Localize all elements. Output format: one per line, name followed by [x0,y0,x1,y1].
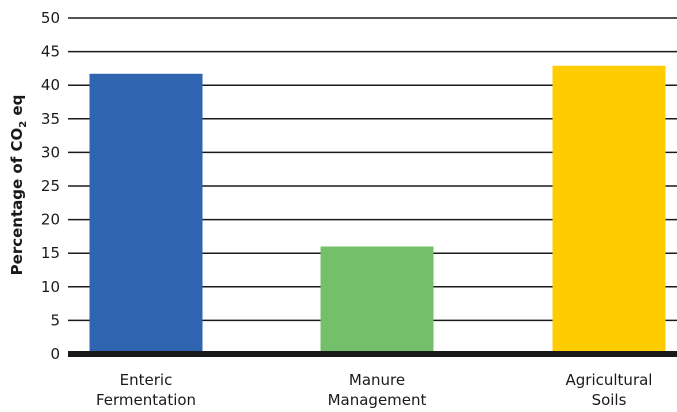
category-label: Soils [592,391,627,409]
y-tick-label: 30 [41,143,60,161]
y-tick-label: 0 [50,345,60,363]
y-tick-label: 5 [50,311,60,329]
y-tick-label: 45 [41,43,60,61]
bar-enteric [89,73,203,354]
category-label: Enteric [120,371,173,389]
y-axis-label: Percentage of CO2 eq [8,95,29,276]
category-labels: Enteric Fermentation Manure Management Agric… [96,371,653,409]
bar-manure [320,246,434,354]
y-tick-label: 50 [41,9,60,27]
x-axis-baseline [68,351,677,357]
category-label: Fermentation [96,391,196,409]
category-label: Management [328,391,427,409]
y-tick-label: 20 [41,211,60,229]
category-label: Manure [349,371,405,389]
y-tick-label: 40 [41,76,60,94]
y-tick-label: 10 [41,278,60,296]
y-tick-label: 15 [41,244,60,262]
category-label: Agricultural [566,371,653,389]
y-tick-label: 25 [41,177,60,195]
y-tick-labels: 0 5 10 15 20 25 30 35 40 45 50 [41,9,60,363]
bars [89,65,666,354]
y-tick-label: 35 [41,110,60,128]
bar-agricultural [552,65,666,354]
